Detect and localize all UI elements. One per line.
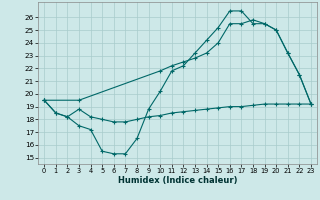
X-axis label: Humidex (Indice chaleur): Humidex (Indice chaleur) [118,176,237,185]
